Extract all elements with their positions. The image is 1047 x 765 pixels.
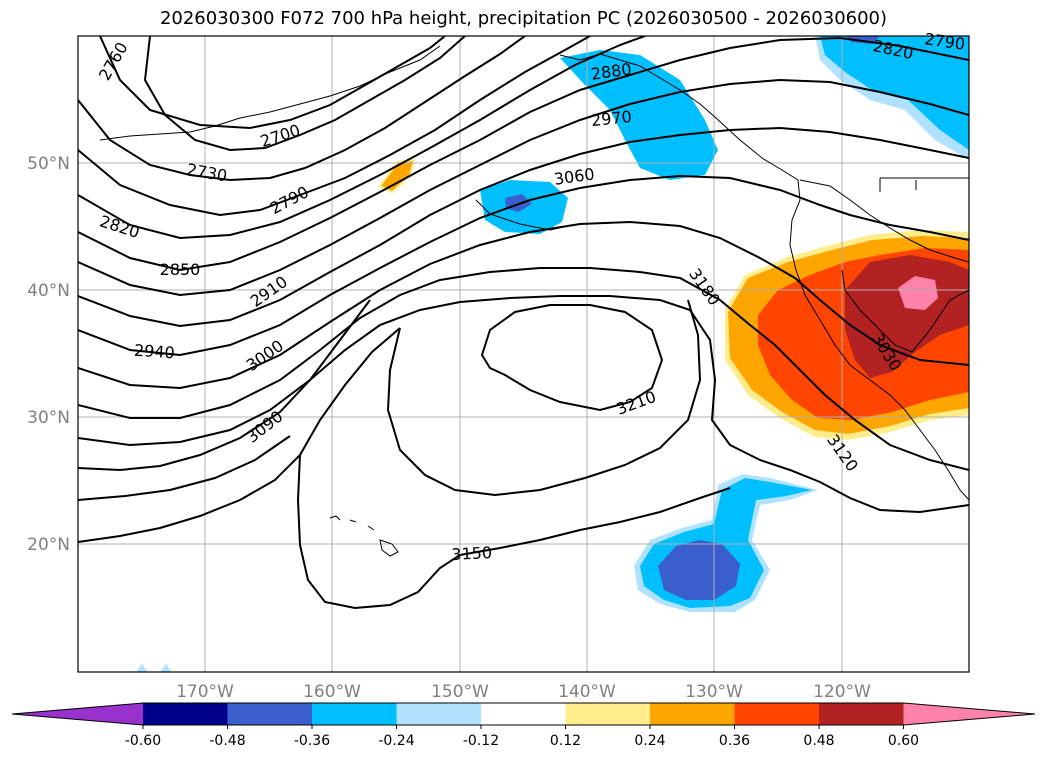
precip-negative-area [658,540,740,600]
colorbar-tick-label: -0.48 [209,733,245,749]
colorbar-tick-label: 0.36 [719,733,750,749]
contour-line [78,267,969,471]
contour-label: 2850 [160,260,201,279]
contour-line [78,36,646,240]
precip-negative-area [560,50,718,180]
contour-line [78,36,591,217]
plot-frame [77,35,970,673]
colorbar-segment [312,703,397,725]
lat-label: 30°N [27,408,70,428]
lat-label: 50°N [27,154,70,174]
precip-negative-area [820,36,969,150]
contour-line [78,78,969,297]
contour-line [78,36,526,182]
lon-label: 170°W [176,682,234,702]
contour-line [78,220,969,390]
colorbar-tick-label: -0.36 [294,733,330,749]
precip-negative-area [136,664,172,672]
lon-label: 150°W [431,682,489,702]
colorbar-segment [819,703,904,725]
lon-label: 120°W [813,682,871,702]
lon-label: 140°W [558,682,616,702]
colorbar-segment [143,703,228,725]
contour-line [78,299,371,472]
longitude-labels: 170°W 160°W 150°W 140°W 130°W 120°W [176,682,871,702]
lat-label: 20°N [27,535,70,555]
colorbar: -0.60 -0.48 -0.36 -0.24 -0.12 0.12 0.24 0.36 0.4… [11,702,1036,749]
lon-label: 160°W [303,682,361,702]
contour-label: 2940 [133,341,175,363]
contour-line [78,327,401,543]
colorbar-segment [396,703,482,725]
colorbar-segment [227,703,313,725]
contour-label: 3150 [451,543,493,564]
colorbar-tick-label: 0.24 [634,733,665,749]
colorbar-segment [650,703,735,725]
colorbar-tick-label: 0.60 [888,733,919,749]
colorbar-tick-label: 0.12 [550,733,581,749]
latitude-labels: 50°N 40°N 30°N 20°N [27,154,70,555]
colorbar-extension-low [12,703,143,725]
contour-line [78,126,969,328]
contour-line [78,174,969,357]
contour-line [78,435,291,501]
precip-positive-area [845,255,969,378]
precip-shading [136,36,969,672]
contour-line [99,36,446,130]
lat-label: 40°N [27,281,70,301]
lon-label: 130°W [685,682,743,702]
contour-line [386,299,702,497]
colorbar-tick-label: -0.12 [463,733,499,749]
colorbar-tick-label: 0.48 [803,733,834,749]
precip-positive-area [380,160,414,192]
colorbar-extension-high [903,703,1035,725]
height-contours [78,36,969,610]
colorbar-segment [481,703,566,725]
contour-line [78,295,969,514]
contour-line [78,36,969,272]
contour-line [143,36,466,152]
colorbar-tick-label: -0.60 [125,733,161,749]
precip-positive-area [898,276,938,310]
colorbar-segment [734,703,820,725]
colorbar-segment [565,703,651,725]
map-title: 2026030300 F072 700 hPa height, precipit… [159,8,888,29]
colorbar-tick-label: -0.24 [378,733,414,749]
contour-line [480,304,664,412]
contour-line [296,454,731,610]
contour-label: 2970 [590,107,632,130]
